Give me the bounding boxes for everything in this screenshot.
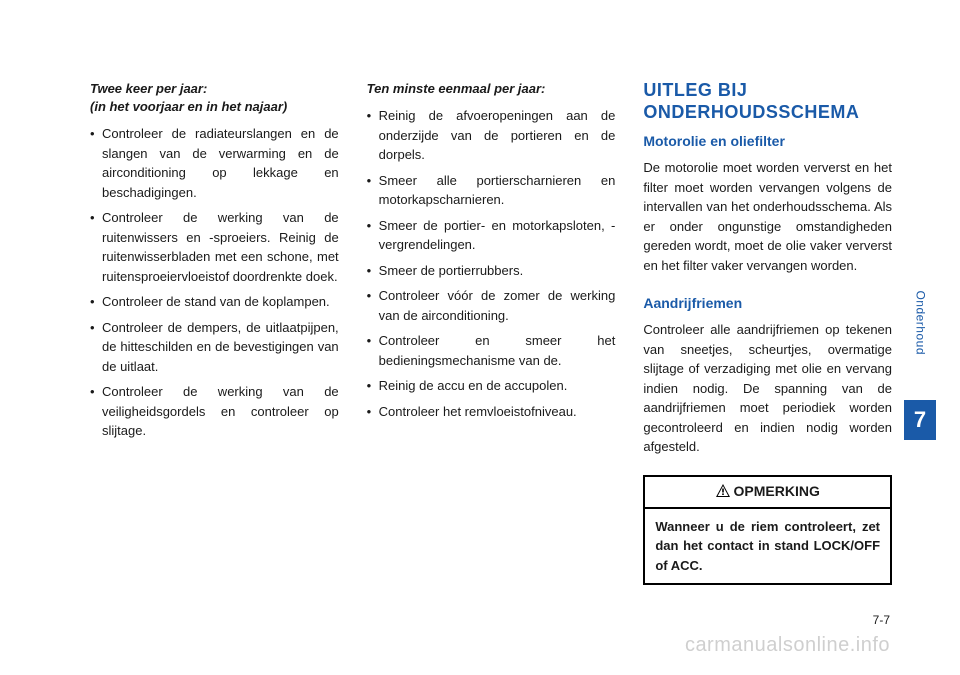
section-title-line2: ONDERHOUDSSCHEMA	[643, 102, 859, 122]
section-title-line1: UITLEG BIJ	[643, 80, 747, 100]
list-item: Controleer de werking van de ruitenwisse…	[90, 208, 339, 286]
list-item: Smeer de portier- en motorkapsloten, - v…	[367, 216, 616, 255]
list-item: Controleer de stand van de koplampen.	[90, 292, 339, 312]
notice-body: Wanneer u de riem controleert, zet dan h…	[645, 509, 890, 584]
subsection-1-title: Motorolie en oliefilter	[643, 131, 892, 152]
list-item: Controleer vóór de zomer de werking van …	[367, 286, 616, 325]
watermark: carmanualsonline.info	[685, 634, 890, 657]
list-item: Controleer de radiateurslangen en de sla…	[90, 124, 339, 202]
notice-box: OPMERKING Wanneer u de riem controleert,…	[643, 475, 892, 586]
notice-title-text: OPMERKING	[734, 483, 820, 499]
notice-title: OPMERKING	[645, 477, 890, 509]
list-item: Controleer en smeer het bedieningsmechan…	[367, 331, 616, 370]
col1-heading: Twee keer per jaar: (in het voorjaar en …	[90, 80, 339, 116]
column-2: Ten minste eenmaal per jaar: Reinig de a…	[367, 80, 616, 585]
warning-icon	[716, 482, 730, 503]
list-item: Controleer de dempers, de uitlaatpijpen,…	[90, 318, 339, 377]
list-item: Reinig de afvoeropeningen aan de onderzi…	[367, 106, 616, 165]
list-item: Controleer de werking van de veiligheids…	[90, 382, 339, 441]
side-tab: 7	[904, 400, 936, 440]
list-item: Smeer alle portierscharnieren en motorka…	[367, 171, 616, 210]
column-1: Twee keer per jaar: (in het voorjaar en …	[90, 80, 339, 585]
page-number: 7-7	[873, 613, 890, 627]
subsection-2-title: Aandrijfriemen	[643, 293, 892, 314]
list-item: Controleer het remvloeistofniveau.	[367, 402, 616, 422]
column-3: UITLEG BIJ ONDERHOUDSSCHEMA Motorolie en…	[643, 80, 892, 585]
side-nav: Onderhoud 7	[896, 0, 932, 675]
side-label: Onderhoud	[914, 290, 928, 355]
subsection-2-para: Controleer alle aandrijfriemen op tekene…	[643, 320, 892, 457]
list-item: Reinig de accu en de accupolen.	[367, 376, 616, 396]
content-columns: Twee keer per jaar: (in het voorjaar en …	[90, 80, 892, 585]
col2-list: Reinig de afvoeropeningen aan de onderzi…	[367, 106, 616, 421]
col2-heading: Ten minste eenmaal per jaar:	[367, 80, 616, 98]
subsection-1-para: De motorolie moet worden ververst en het…	[643, 158, 892, 275]
section-title: UITLEG BIJ ONDERHOUDSSCHEMA	[643, 80, 892, 123]
page: Twee keer per jaar: (in het voorjaar en …	[0, 0, 960, 675]
col1-list: Controleer de radiateurslangen en de sla…	[90, 124, 339, 441]
list-item: Smeer de portierrubbers.	[367, 261, 616, 281]
